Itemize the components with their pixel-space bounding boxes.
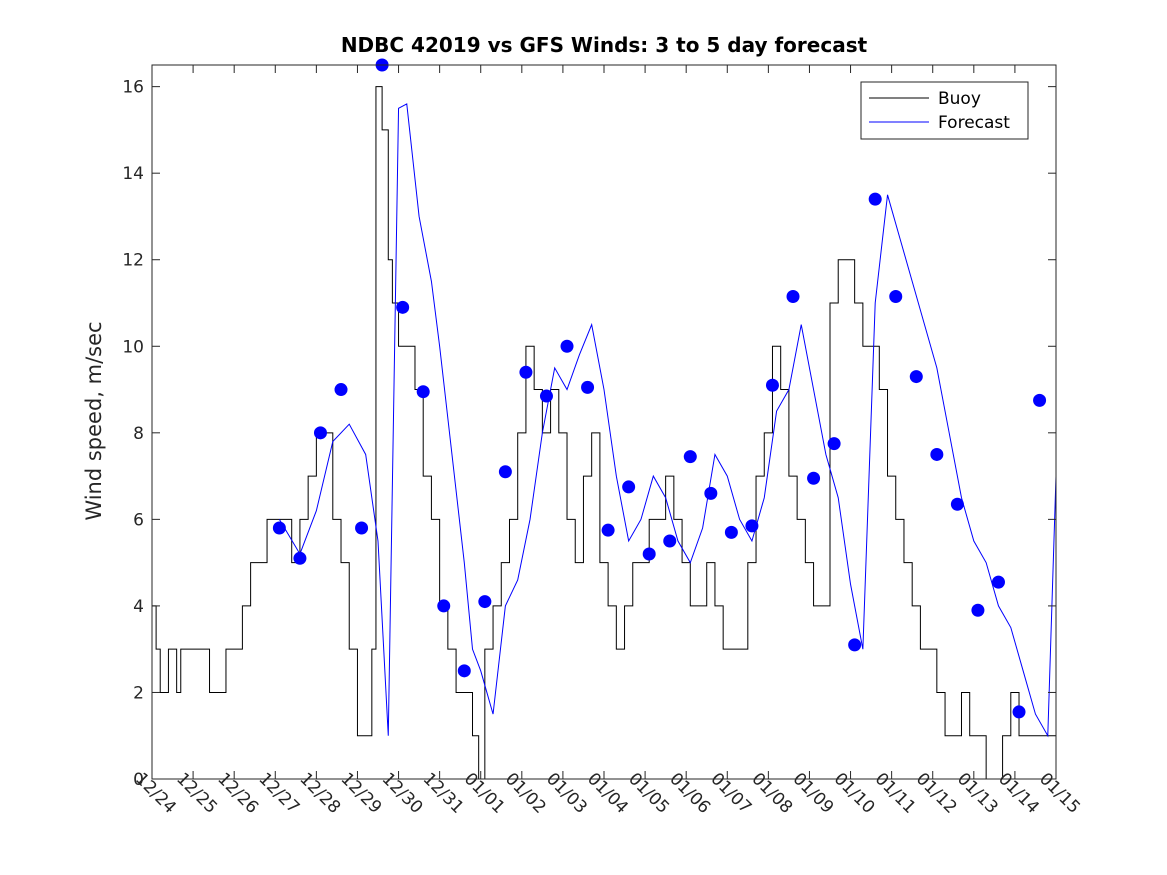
- forecast-point: [334, 383, 348, 397]
- y-tick-label: 6: [133, 510, 144, 530]
- legend-buoy-label: Buoy: [938, 89, 981, 109]
- forecast-point: [889, 290, 903, 304]
- forecast-point: [786, 290, 800, 304]
- forecast-point: [457, 664, 471, 678]
- forecast-point: [355, 521, 369, 535]
- chart-title: NDBC 42019 vs GFS Winds: 3 to 5 day fore…: [341, 33, 868, 57]
- forecast-point: [1033, 393, 1047, 407]
- forecast-point: [519, 365, 533, 379]
- forecast-point: [478, 595, 492, 609]
- forecast-point: [991, 575, 1005, 589]
- legend: Buoy Forecast: [860, 81, 1029, 140]
- forecast-point: [724, 525, 738, 539]
- forecast-point: [950, 497, 964, 511]
- y-axis: 0 2 4 6 8 10 12 14 16: [122, 78, 1056, 790]
- forecast-point: [581, 380, 595, 394]
- forecast-point: [642, 547, 656, 561]
- buoy-series-line: [152, 86, 1056, 780]
- forecast-point: [663, 534, 677, 548]
- forecast-point: [765, 378, 779, 392]
- forecast-point: [313, 426, 327, 440]
- plot-background: [152, 65, 1056, 779]
- forecast-point: [827, 437, 841, 451]
- y-tick-label: 14: [122, 164, 144, 184]
- forecast-point: [622, 480, 636, 494]
- forecast-point: [683, 450, 697, 464]
- y-tick-label: 4: [133, 597, 144, 617]
- y-axis-label: Wind speed, m/sec: [82, 321, 106, 520]
- legend-box: [860, 81, 1029, 140]
- y-tick-label: 16: [122, 78, 144, 98]
- forecast-point: [601, 523, 615, 537]
- forecast-point: [437, 599, 451, 613]
- y-tick-label: 2: [133, 683, 144, 703]
- y-tick-label: 12: [122, 251, 144, 271]
- legend-forecast-label: Forecast: [938, 113, 1010, 133]
- forecast-point: [293, 551, 307, 565]
- forecast-point: [807, 471, 821, 485]
- forecast-point: [560, 339, 574, 353]
- forecast-point: [396, 300, 410, 314]
- forecast-point: [930, 447, 944, 461]
- forecast-point: [1012, 705, 1026, 719]
- y-tick-label: 10: [122, 337, 144, 357]
- forecast-point: [498, 465, 512, 479]
- forecast-point: [539, 389, 553, 403]
- y-tick-label: 0: [133, 770, 144, 790]
- series-layer: [152, 58, 1057, 780]
- forecast-point: [745, 519, 759, 533]
- forecast-series-line: [278, 103, 1057, 738]
- forecast-point: [704, 486, 718, 500]
- forecast-point: [909, 370, 923, 384]
- forecast-point: [416, 385, 430, 399]
- y-tick-label: 8: [133, 424, 144, 444]
- plot-area: 12/2412/2512/2612/2712/2812/2912/3012/31…: [122, 58, 1084, 818]
- forecast-point: [848, 638, 862, 652]
- forecast-point: [971, 603, 985, 617]
- forecast-point: [868, 192, 882, 206]
- forecast-point: [272, 521, 286, 535]
